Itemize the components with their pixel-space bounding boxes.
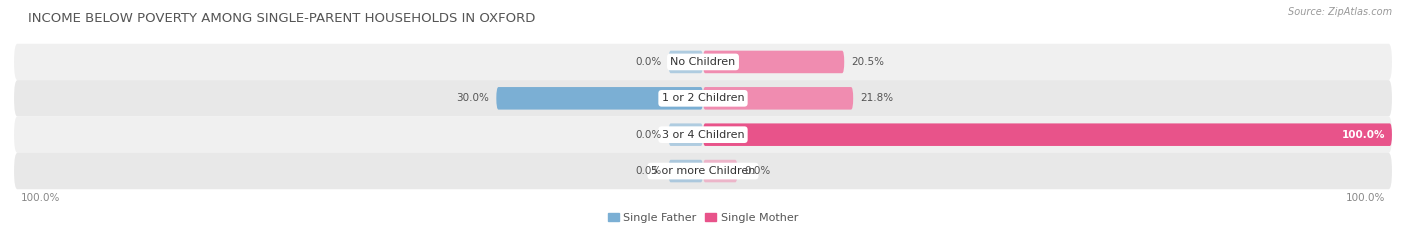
Text: 30.0%: 30.0% (457, 93, 489, 103)
Text: 100.0%: 100.0% (1341, 130, 1385, 140)
Text: 1 or 2 Children: 1 or 2 Children (662, 93, 744, 103)
Legend: Single Father, Single Mother: Single Father, Single Mother (603, 208, 803, 227)
FancyBboxPatch shape (496, 87, 703, 110)
Text: No Children: No Children (671, 57, 735, 67)
Text: 0.0%: 0.0% (744, 166, 770, 176)
FancyBboxPatch shape (14, 153, 1392, 189)
Text: 21.8%: 21.8% (860, 93, 893, 103)
Text: 100.0%: 100.0% (21, 193, 60, 203)
Text: 0.0%: 0.0% (636, 166, 662, 176)
Text: INCOME BELOW POVERTY AMONG SINGLE-PARENT HOUSEHOLDS IN OXFORD: INCOME BELOW POVERTY AMONG SINGLE-PARENT… (28, 12, 536, 25)
Text: 5 or more Children: 5 or more Children (651, 166, 755, 176)
FancyBboxPatch shape (703, 51, 844, 73)
Text: 0.0%: 0.0% (636, 57, 662, 67)
Text: 100.0%: 100.0% (1346, 193, 1385, 203)
Text: 20.5%: 20.5% (851, 57, 884, 67)
FancyBboxPatch shape (703, 160, 738, 182)
FancyBboxPatch shape (14, 44, 1392, 80)
FancyBboxPatch shape (669, 160, 703, 182)
FancyBboxPatch shape (703, 87, 853, 110)
Text: 0.0%: 0.0% (636, 130, 662, 140)
Text: 3 or 4 Children: 3 or 4 Children (662, 130, 744, 140)
FancyBboxPatch shape (14, 116, 1392, 153)
FancyBboxPatch shape (669, 123, 703, 146)
Text: Source: ZipAtlas.com: Source: ZipAtlas.com (1288, 7, 1392, 17)
FancyBboxPatch shape (703, 123, 1392, 146)
FancyBboxPatch shape (669, 51, 703, 73)
FancyBboxPatch shape (14, 80, 1392, 116)
